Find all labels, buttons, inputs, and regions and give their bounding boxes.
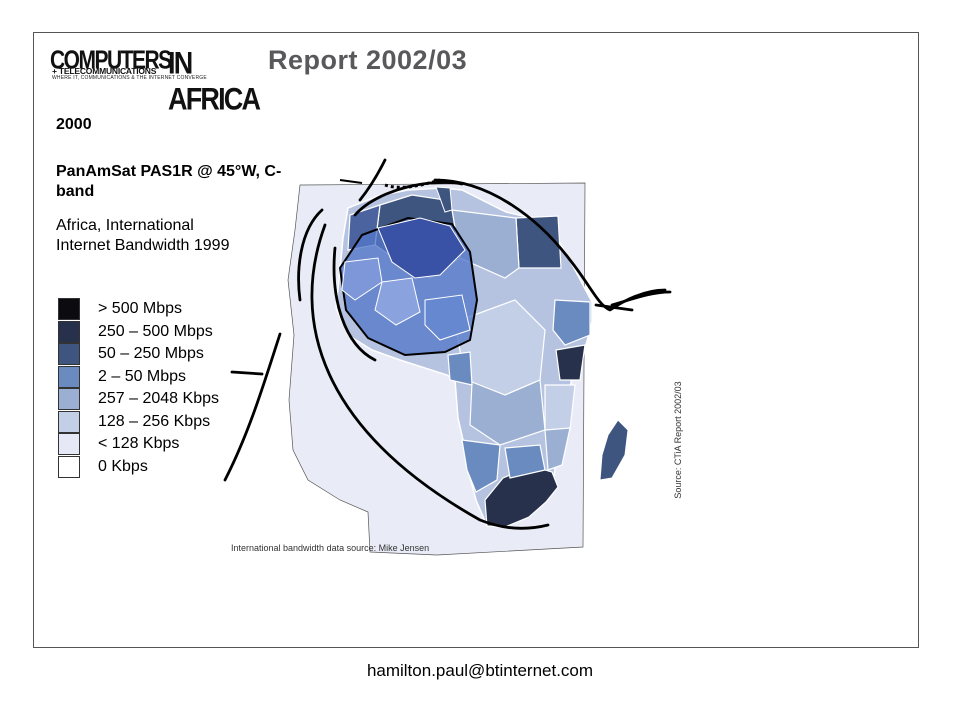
satellite-label: PanAmSat PAS1R @ 45°W, C-band — [56, 163, 282, 200]
legend-swatch — [58, 365, 80, 388]
legend-label: 50 – 250 Mbps — [98, 345, 204, 362]
logo-brand-main: COMPUTERS — [50, 46, 172, 75]
logo-tagline: WHERE IT, COMMUNICATIONS & THE INTERNET … — [52, 75, 207, 81]
legend-swatch — [58, 455, 80, 478]
logo-brand-region: IN AFRICA — [168, 46, 261, 117]
legend-swatch — [58, 410, 80, 433]
legend-label: 0 Kbps — [98, 457, 148, 475]
madagascar-island — [599, 419, 629, 481]
sahara-region — [377, 217, 466, 279]
contact-email[interactable]: hamilton.paul@btinternet.com — [366, 661, 594, 680]
legend-swatch — [58, 343, 80, 365]
angola-region — [461, 439, 501, 493]
legend-label: > 500 Mbps — [98, 300, 183, 317]
beam-line-inner — [332, 246, 377, 362]
west-africa-region-a — [374, 277, 421, 326]
beam-line-east-stub — [610, 290, 672, 307]
legend-label: 128 – 256 Kbps — [98, 412, 211, 430]
ethiopia-region — [552, 299, 591, 346]
logo-brand-sub: + TELECOMMUNICATIONS — [52, 66, 157, 76]
report-source-credit: Source: CTiA Report 2002/03 — [673, 381, 683, 499]
beam-line-west — [223, 332, 282, 482]
computers-in-africa-logo: COMPUTERS + TELECOMMUNICATIONS WHERE IT,… — [50, 46, 261, 116]
beam-line-tick — [594, 303, 634, 312]
beam-line-southern — [310, 223, 550, 530]
coverage-beam-lines — [223, 158, 672, 530]
mozambique-region — [544, 427, 571, 471]
beam-line-top — [339, 179, 363, 184]
west-africa-region-b — [424, 294, 471, 341]
beam-line-dotted — [384, 178, 441, 189]
legend-swatch — [58, 320, 80, 343]
tunisia-region — [435, 186, 453, 213]
cameroon-region — [447, 351, 473, 386]
legend-swatch — [58, 433, 80, 455]
beam-line-northern — [353, 180, 464, 217]
map-data-source: International bandwidth data source: Mik… — [231, 543, 430, 553]
report-title: Report 2002/03 — [268, 45, 468, 75]
kenya-region — [555, 344, 586, 381]
beam-line-west-stub — [230, 370, 264, 376]
beam-line-arc — [297, 158, 387, 302]
legend-label: < 128 Kbps — [98, 435, 180, 452]
legend-swatch — [58, 298, 80, 320]
tanzania-region — [544, 384, 576, 431]
west-africa-region-c — [341, 257, 383, 301]
map-subtitle: Africa, International Internet Bandwidth… — [56, 217, 230, 254]
legend-label: 2 – 50 Mbps — [98, 367, 187, 385]
legend-label: 250 – 500 Mbps — [98, 322, 213, 340]
map-year: 2000 — [56, 116, 92, 133]
legend-label: 257 – 2048 Kbps — [98, 390, 219, 407]
legend-swatch — [58, 388, 80, 410]
zimbabwe-region — [504, 444, 546, 479]
